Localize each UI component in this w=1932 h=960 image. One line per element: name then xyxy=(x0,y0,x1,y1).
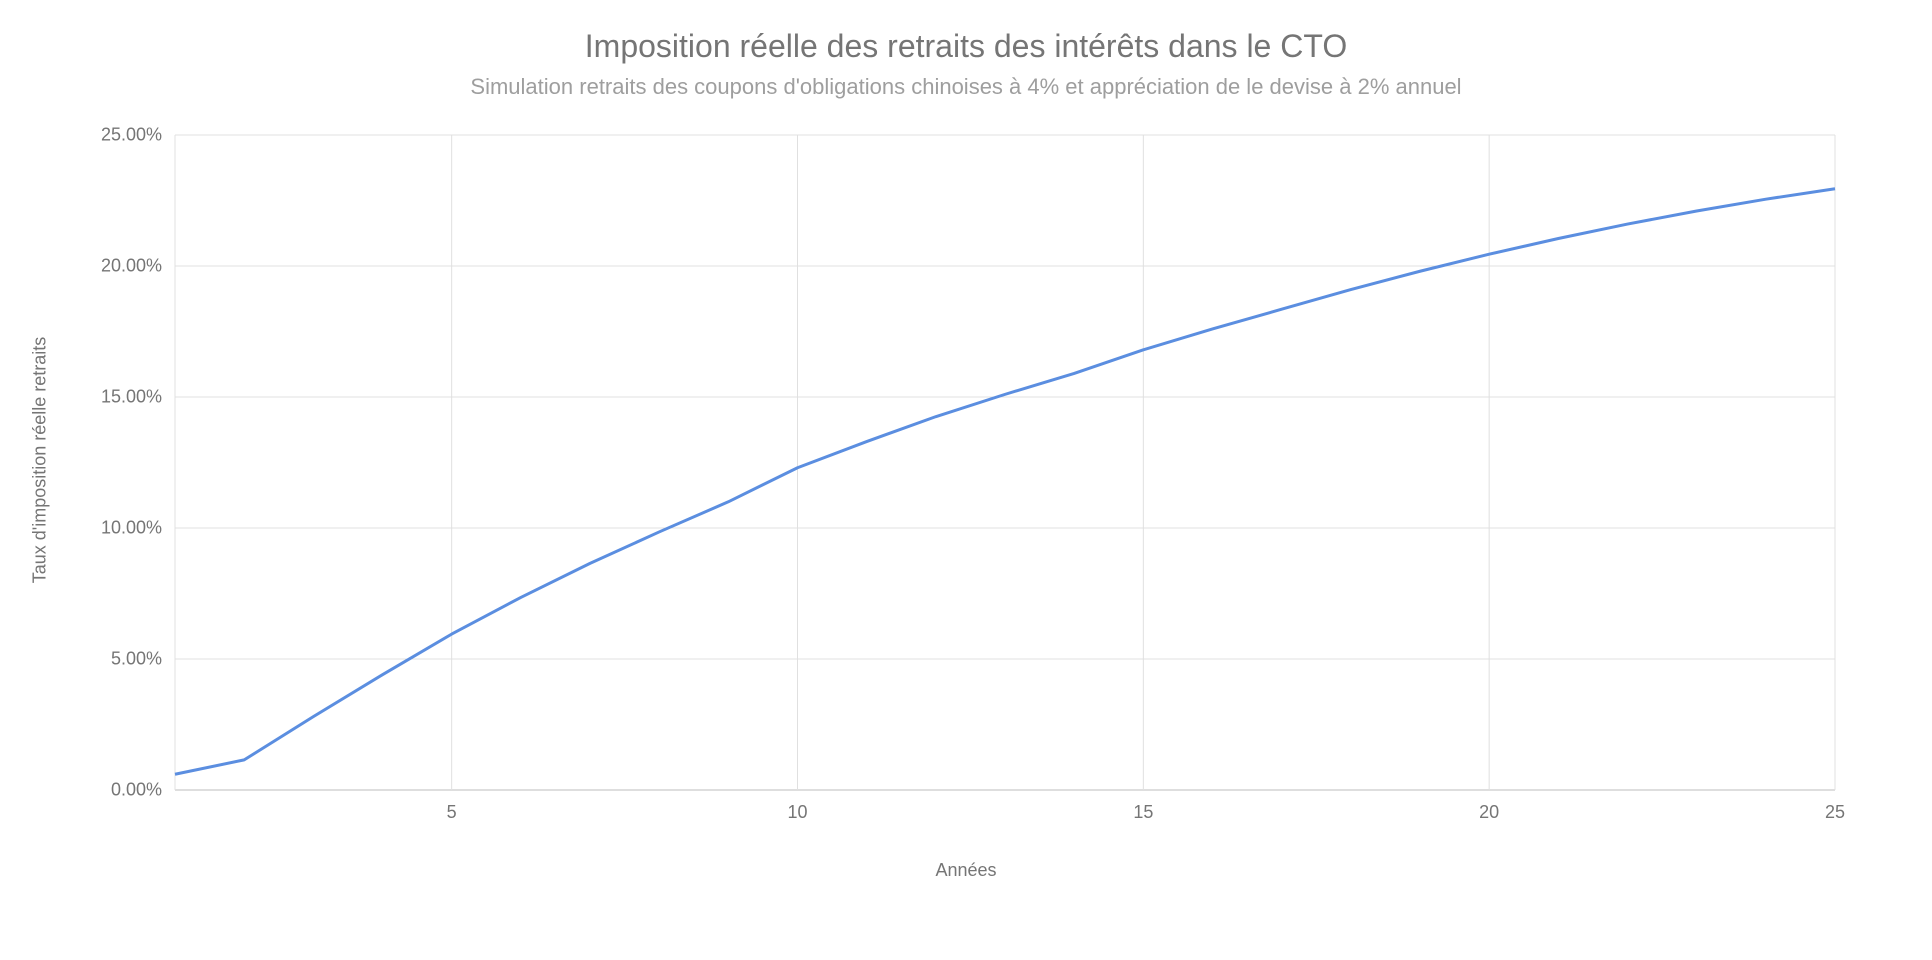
plot-svg xyxy=(175,135,1835,790)
data-series xyxy=(175,189,1835,775)
plot-area xyxy=(175,135,1835,790)
chart-title: Imposition réelle des retraits des intér… xyxy=(0,28,1932,65)
chart-subtitle: Simulation retraits des coupons d'obliga… xyxy=(0,74,1932,100)
x-tick-label: 5 xyxy=(447,802,457,823)
y-axis-label: Taux d'imposition réelle retraits xyxy=(30,337,51,584)
y-tick-label: 25.00% xyxy=(101,125,162,146)
y-tick-label: 5.00% xyxy=(111,649,162,670)
x-axis-label: Années xyxy=(0,860,1932,881)
series-line xyxy=(175,189,1835,775)
y-tick-label: 15.00% xyxy=(101,387,162,408)
x-tick-label: 10 xyxy=(787,802,807,823)
y-tick-label: 10.00% xyxy=(101,518,162,539)
y-tick-label: 20.00% xyxy=(101,256,162,277)
x-tick-label: 15 xyxy=(1133,802,1153,823)
x-tick-label: 20 xyxy=(1479,802,1499,823)
chart-container: Imposition réelle des retraits des intér… xyxy=(0,0,1932,960)
x-tick-label: 25 xyxy=(1825,802,1845,823)
y-tick-label: 0.00% xyxy=(111,780,162,801)
